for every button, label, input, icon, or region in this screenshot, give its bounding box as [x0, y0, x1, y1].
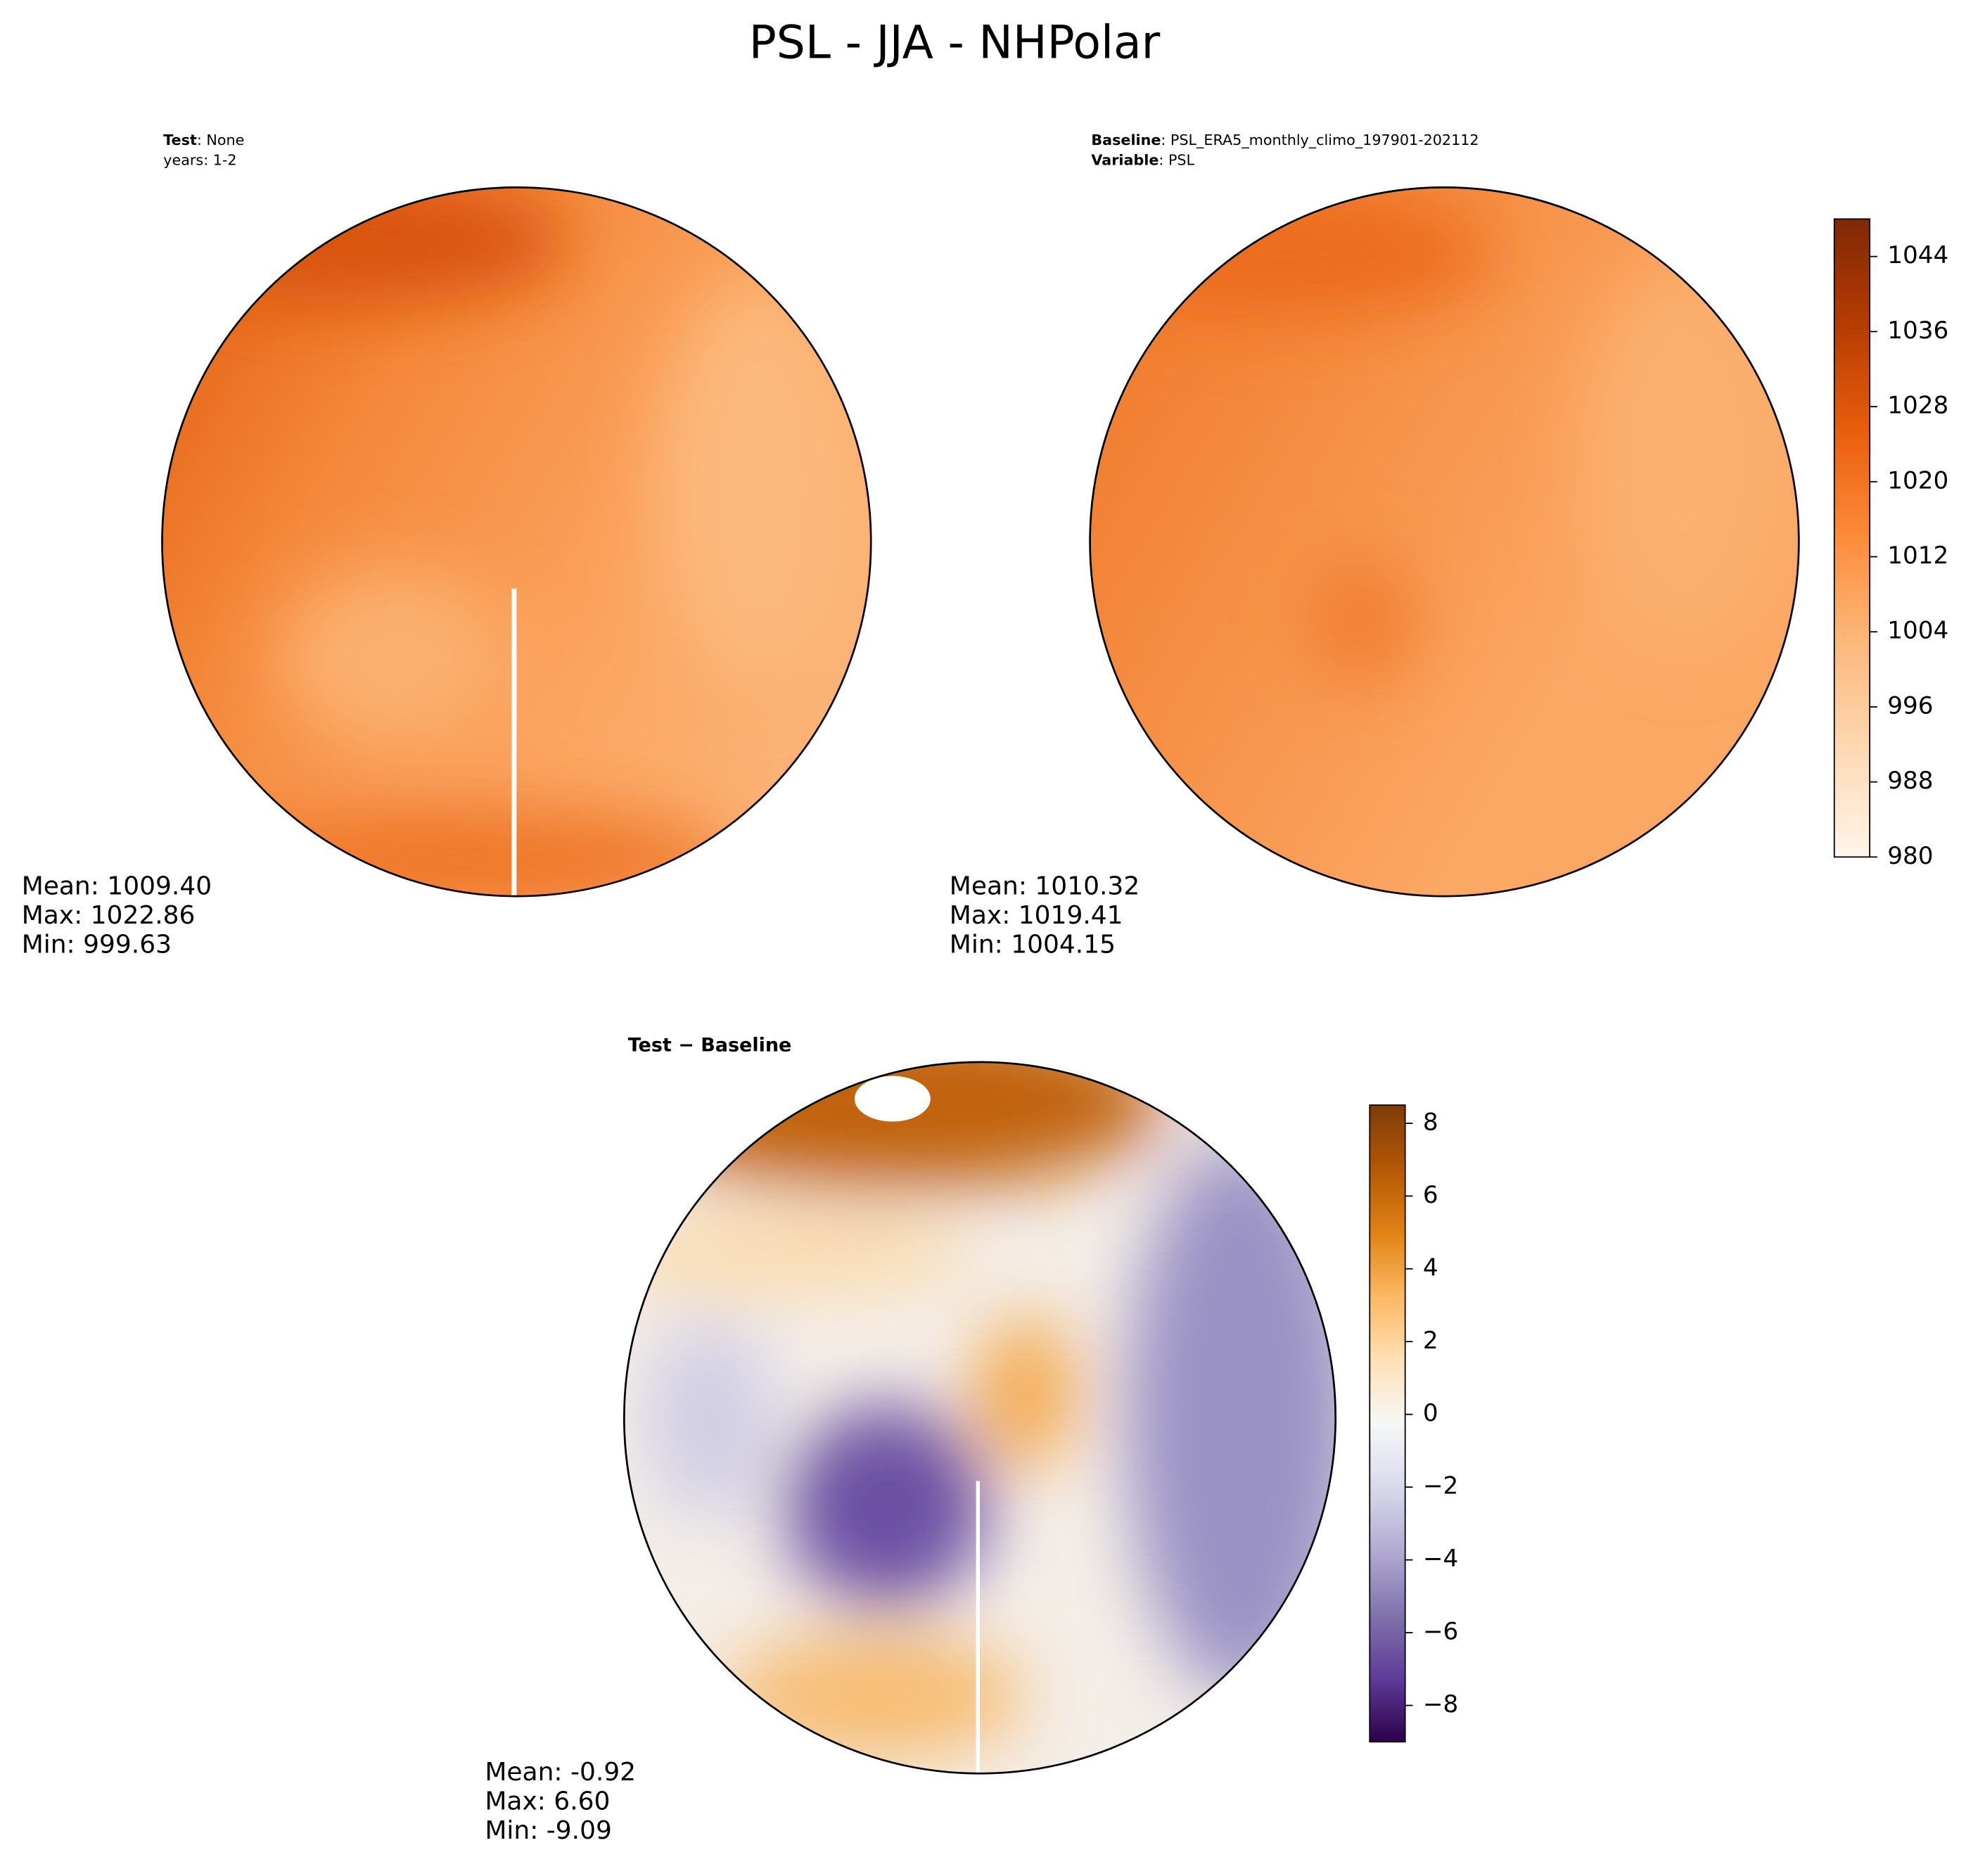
- stat-line: Min: -9.09: [485, 1816, 612, 1845]
- stat-line: Mean: 1009.40: [22, 872, 212, 901]
- colorbar-tick-label: 980: [1887, 842, 1933, 870]
- colorbar-tick-label: −6: [1423, 1618, 1458, 1646]
- colorbar-tick-label: 988: [1887, 767, 1933, 795]
- colorbar-tick-label: 1020: [1887, 466, 1948, 494]
- colorbar-tick-label: 996: [1887, 691, 1933, 720]
- colorbar-tick-label: 1012: [1887, 542, 1948, 570]
- stat-line: Max: 1019.41: [950, 901, 1123, 930]
- header-text: years: 1-2: [163, 152, 236, 169]
- colorbar-tick-label: 8: [1423, 1108, 1438, 1136]
- panel-header: Test: None: [163, 132, 244, 148]
- colorbar-tick-label: 4: [1423, 1253, 1438, 1282]
- header-label: Variable: [1091, 152, 1159, 169]
- colorbar-tick-label: 1004: [1887, 617, 1948, 645]
- header-text: : PSL_ERA5_monthly_climo_197901-202112: [1161, 132, 1479, 149]
- stat-line: Min: 999.63: [22, 930, 172, 959]
- header-label: Test: [163, 132, 197, 148]
- colorbar-tick-label: −2: [1423, 1472, 1458, 1500]
- panel-header: Baseline: PSL_ERA5_monthly_climo_197901-…: [1091, 132, 1479, 149]
- colorbar-tick-label: −4: [1423, 1545, 1458, 1573]
- figure-title: PSL - JJA - NHPolar: [749, 16, 1161, 69]
- stat-line: Max: 6.60: [485, 1787, 610, 1816]
- header-text: : None: [197, 132, 245, 148]
- stat-line: Max: 1022.86: [22, 901, 196, 930]
- colorbar: [1369, 1104, 1406, 1743]
- panel-header: Variable: PSL: [1091, 152, 1194, 169]
- colorbar-tick-label: 6: [1423, 1181, 1438, 1209]
- stat-line: Mean: 1010.32: [950, 872, 1140, 901]
- header-label: Test − Baseline: [628, 1034, 792, 1056]
- map-difference: [624, 1061, 1336, 1774]
- colorbar: [1833, 218, 1871, 858]
- colorbar-tick-label: 0: [1423, 1399, 1438, 1427]
- colorbar-tick-label: 2: [1423, 1327, 1438, 1355]
- colorbar-tick-label: 1044: [1887, 241, 1948, 269]
- map-baseline: [1090, 187, 1799, 897]
- colorbar-tick-label: −8: [1423, 1690, 1458, 1718]
- header-text: : PSL: [1159, 152, 1194, 169]
- stat-line: Mean: -0.92: [485, 1758, 636, 1787]
- colorbar-tick-label: 1036: [1887, 317, 1948, 345]
- colorbar-tick-label: 1028: [1887, 392, 1948, 420]
- panel-header: years: 1-2: [163, 152, 236, 169]
- stat-line: Min: 1004.15: [950, 930, 1116, 959]
- panel-header: Test − Baseline: [628, 1034, 792, 1056]
- map-test: [162, 187, 872, 897]
- header-label: Baseline: [1091, 132, 1161, 148]
